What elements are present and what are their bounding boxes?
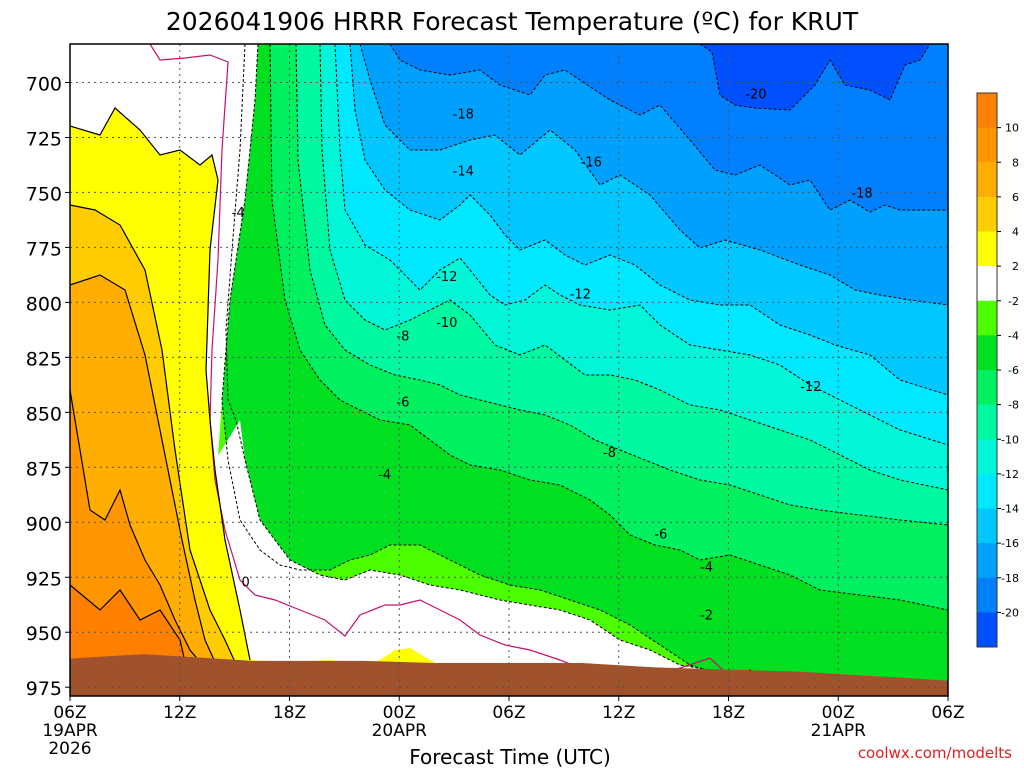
y-tick-label: 950 xyxy=(26,623,62,645)
x-tick-label: 12Z xyxy=(163,703,196,723)
isotherm-label: -4 xyxy=(378,468,391,483)
colorbar-swatch xyxy=(977,335,997,371)
x-tick-sublabel: 21APR xyxy=(811,721,867,741)
x-tick-label: 18Z xyxy=(273,703,306,723)
colorbar-label: -6 xyxy=(1008,364,1019,377)
colorbar-label: -4 xyxy=(1008,329,1019,342)
colorbar-label: 2 xyxy=(1012,260,1019,273)
x-tick-sublabel: 19APR xyxy=(42,721,98,741)
colorbar-swatch xyxy=(977,127,997,163)
isotherm-label: -20 xyxy=(745,87,766,102)
isotherm-label: -8 xyxy=(396,329,409,344)
x-tick-label: 06Z xyxy=(492,703,525,723)
isotherm-minus-6 xyxy=(269,43,949,611)
colorbar-swatch xyxy=(977,300,997,336)
x-tick-label: 06Z xyxy=(931,703,964,723)
colorbar: 10 8 6 4 2 -2 -4 -6 -8 -10 -12 -14 -16 -18 -20 xyxy=(976,92,1019,648)
colorbar-label: -18 xyxy=(1001,572,1019,585)
x-tick-label: 06Z xyxy=(53,703,86,723)
grid xyxy=(69,44,949,696)
isotherm-label: -12 xyxy=(436,270,457,285)
colorbar-swatch xyxy=(977,266,997,302)
colorbar-label: -20 xyxy=(1001,606,1019,619)
colorbar-swatch xyxy=(977,439,997,475)
y-tick-label: 725 xyxy=(26,128,62,150)
negative-isotherms xyxy=(221,43,949,696)
plot-area: -18-20-16-14-18-4-12-12-10-8-12-6-8-4-6-… xyxy=(69,43,949,697)
y-tick-label: 700 xyxy=(26,73,62,95)
x-tick-sublabel: 20APR xyxy=(372,721,428,741)
colorbar-swatch xyxy=(977,473,997,509)
isotherm-labels: -18-20-16-14-18-4-12-12-10-8-12-6-8-4-6-… xyxy=(232,87,873,623)
y-axis: 700 725 750 775 800 825 850 875 900 925 950 975 xyxy=(26,73,70,700)
y-tick-label: 850 xyxy=(26,403,62,425)
colorbar-label: -8 xyxy=(1008,399,1019,412)
isotherm-minus-20 xyxy=(699,43,931,111)
colorbar-swatch xyxy=(977,196,997,232)
colorbar-label: -14 xyxy=(1001,503,1019,516)
isotherm-label: -12 xyxy=(800,380,821,395)
colorbar-swatch xyxy=(977,543,997,579)
colorbar-swatch xyxy=(977,162,997,198)
colorbar-label: -10 xyxy=(1001,433,1019,446)
isotherm-label: 0 xyxy=(241,576,249,591)
colorbar-swatch xyxy=(977,577,997,613)
isotherm-label: -4 xyxy=(700,560,713,575)
colorbar-label: 6 xyxy=(1012,191,1019,204)
isotherm-label: -10 xyxy=(436,316,457,331)
isotherm-minus-18 xyxy=(389,43,948,213)
isotherm-plus-6 xyxy=(69,274,216,663)
colorbar-swatch xyxy=(977,93,997,129)
colorbar-swatch xyxy=(977,612,997,648)
chart-title: 2026041906 HRRR Forecast Temperature (ºC… xyxy=(166,7,859,36)
isotherm-plus-8 xyxy=(69,389,201,663)
y-tick-label: 975 xyxy=(26,678,62,700)
credit-link[interactable]: coolwx.com/modelts xyxy=(858,744,1012,762)
colorbar-label: 4 xyxy=(1012,226,1019,239)
isotherm-label: -6 xyxy=(396,395,409,410)
colorbar-swatch xyxy=(977,404,997,440)
y-tick-label: 800 xyxy=(26,293,62,315)
colorbar-label: 8 xyxy=(1012,156,1019,169)
isotherm-minus-14 xyxy=(349,43,949,396)
x-tick-label: 00Z xyxy=(383,703,416,723)
colorbar-label: -16 xyxy=(1001,537,1019,550)
isotherm-minus-4 xyxy=(221,43,871,696)
isotherm-label: -12 xyxy=(570,288,591,303)
isotherm-minus-8 xyxy=(295,43,949,526)
colorbar-label: -12 xyxy=(1001,468,1019,481)
isotherm-label: -2 xyxy=(700,609,713,624)
x-tick-label: 00Z xyxy=(822,703,855,723)
x-axis-label: Forecast Time (UTC) xyxy=(409,745,611,768)
isotherm-plus-4 xyxy=(69,204,236,663)
band-plus-10 xyxy=(70,585,185,662)
y-tick-label: 925 xyxy=(26,568,62,590)
colorbar-swatch xyxy=(977,231,997,267)
x-tick-label: 12Z xyxy=(602,703,635,723)
y-tick-label: 825 xyxy=(26,348,62,370)
colorbar-label: -2 xyxy=(1008,295,1019,308)
isotherm-label: -18 xyxy=(453,107,474,122)
isotherm-label: -18 xyxy=(851,186,872,201)
isotherm-plus-2 xyxy=(69,107,251,661)
y-tick-label: 900 xyxy=(26,513,62,535)
isotherm-label: -8 xyxy=(603,446,616,461)
isotherm-label: -4 xyxy=(232,206,245,221)
x-tick-sublabel: 2026 xyxy=(48,739,91,759)
y-tick-label: 775 xyxy=(26,238,62,260)
colorbar-swatch xyxy=(977,508,997,544)
isotherm-label: -6 xyxy=(654,527,667,542)
colorbar-label: 10 xyxy=(1005,122,1019,135)
y-tick-label: 875 xyxy=(26,458,62,480)
band-minus-6 xyxy=(70,44,948,696)
isotherm-label: -14 xyxy=(453,164,474,179)
colorbar-swatch xyxy=(977,370,997,406)
x-tick-label: 18Z xyxy=(712,703,745,723)
band-plus-8 xyxy=(70,390,200,662)
y-tick-label: 750 xyxy=(26,183,62,205)
isotherm-label: -16 xyxy=(581,156,602,171)
